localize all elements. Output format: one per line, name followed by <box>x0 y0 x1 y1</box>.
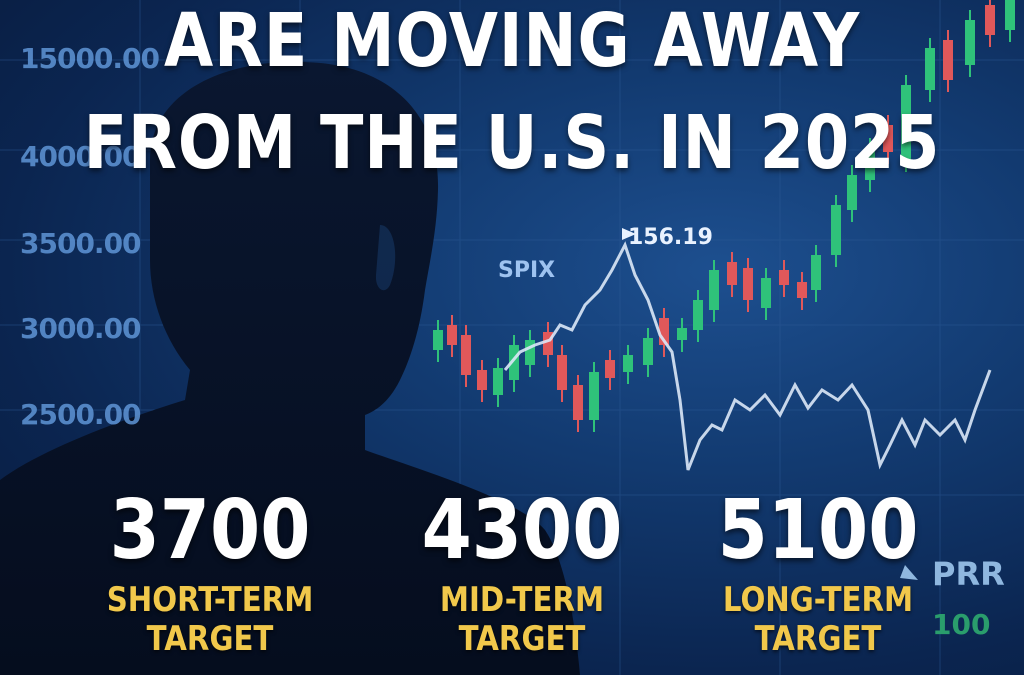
candle-body <box>557 355 567 390</box>
candle-body <box>797 282 807 298</box>
target-value: 3700 <box>109 483 311 578</box>
candle-body <box>543 332 553 355</box>
target-label: SHORT-TERM <box>106 580 314 620</box>
candle-body <box>433 330 443 350</box>
candle-body <box>525 340 535 365</box>
candle-body <box>943 40 953 80</box>
candle-body <box>623 355 633 372</box>
candle-body <box>461 335 471 375</box>
y-tick-label: 2500.00 <box>20 398 142 431</box>
target-label: LONG-TERM <box>722 580 914 620</box>
candle-body <box>693 300 703 330</box>
candle-body <box>865 148 875 180</box>
target-label: MID-TERM <box>439 580 605 620</box>
candle-body <box>509 345 519 380</box>
y-tick-label: 4000.00 <box>20 140 142 173</box>
target-label: TARGET <box>146 618 274 659</box>
price-line <box>503 241 992 471</box>
candle-body <box>1005 0 1015 30</box>
candle-body <box>743 268 753 300</box>
target-label: TARGET <box>458 618 586 659</box>
price-arrow-icon <box>622 228 636 240</box>
candle-body <box>493 368 503 395</box>
series-label: SPIX <box>498 258 556 283</box>
y-tick-label: 3000.00 <box>20 312 142 345</box>
y-tick-label: 15000.00 <box>20 42 160 75</box>
candle-body <box>677 328 687 340</box>
candle-body <box>573 385 583 420</box>
headline-line-2: FROM THE U.S. IN 2025 <box>83 100 941 186</box>
corner-label: PRR <box>932 555 1005 593</box>
candle-body <box>589 372 599 420</box>
headline-line-1: ARE MOVING AWAY <box>163 0 861 84</box>
long-term-target: 5100 LONG-TERM TARGET <box>688 490 948 657</box>
y-tick-label: 3500.00 <box>20 227 142 260</box>
candle-body <box>477 370 487 390</box>
candle-body <box>605 360 615 378</box>
short-term-target: 3700 SHORT-TERM TARGET <box>80 490 340 657</box>
candle-body <box>883 125 893 152</box>
candle-body <box>643 338 653 365</box>
candle-body <box>831 205 841 255</box>
candle-body <box>925 48 935 90</box>
candle-body <box>901 85 911 160</box>
target-label: TARGET <box>754 618 882 659</box>
price-annotation: 156.19 <box>628 225 713 250</box>
candle-body <box>779 270 789 285</box>
candle-body <box>447 325 457 345</box>
target-value: 4300 <box>421 483 623 578</box>
candle-body <box>727 262 737 285</box>
candle-body <box>761 278 771 308</box>
candle-body <box>965 20 975 65</box>
candle-body <box>659 318 669 345</box>
candle-body <box>811 255 821 290</box>
candle-body <box>847 175 857 210</box>
target-value: 5100 <box>717 483 919 578</box>
corner-value: 100 <box>932 608 991 641</box>
mid-term-target: 4300 MID-TERM TARGET <box>392 490 652 657</box>
candle-body <box>709 270 719 310</box>
corner-arrow-icon <box>900 565 918 580</box>
candlesticks <box>433 0 1015 432</box>
candle-body <box>985 5 995 35</box>
